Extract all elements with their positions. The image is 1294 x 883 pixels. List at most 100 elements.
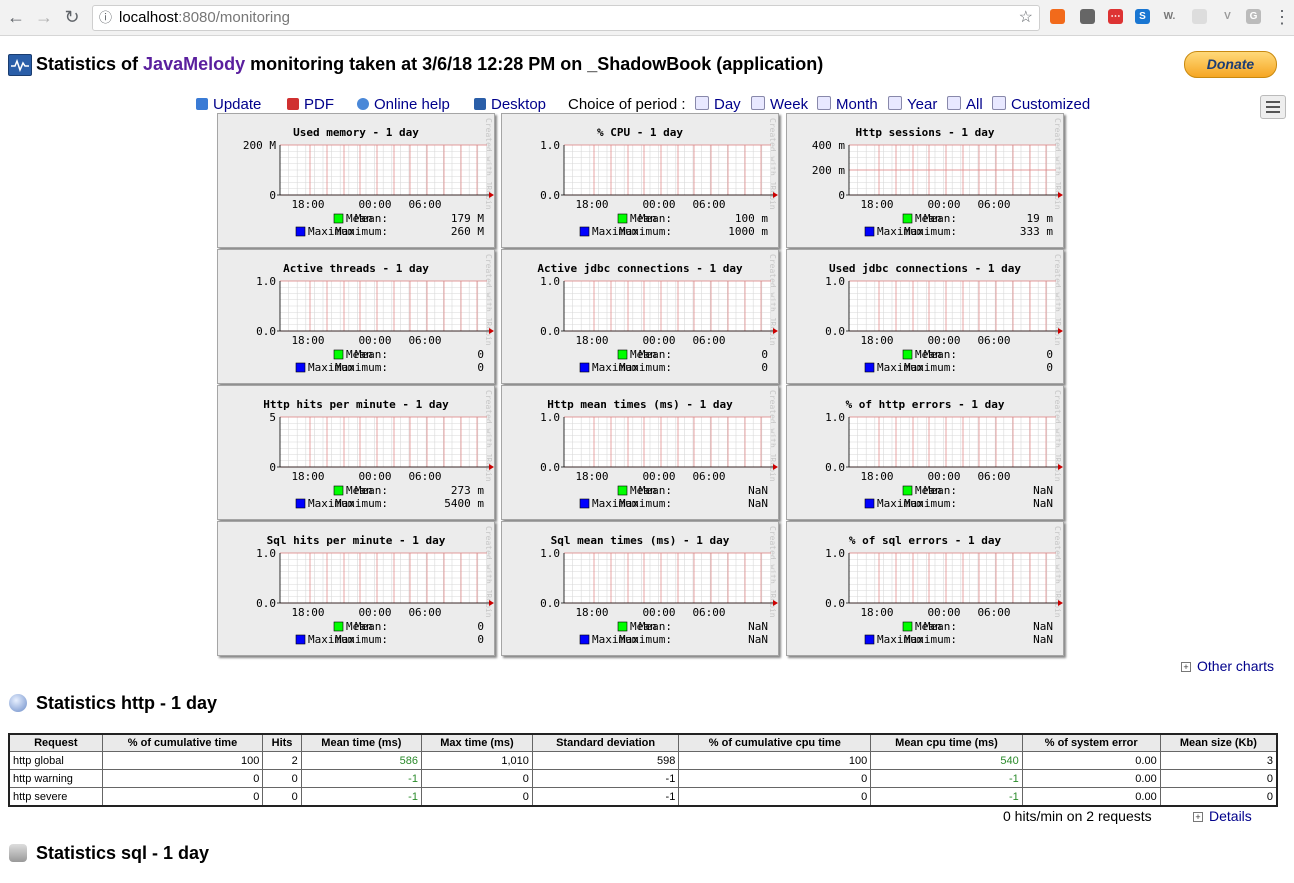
request-name-cell[interactable]: http warning <box>8 769 103 788</box>
extension-icon-2[interactable] <box>1080 9 1095 24</box>
x-tick-label: 00:00 <box>642 198 675 211</box>
legend-stat-value: 1000 m <box>728 225 768 238</box>
table-cell: 0 <box>678 769 872 788</box>
desktop-link[interactable]: Desktop <box>474 96 546 113</box>
extension-icon-8[interactable]: G <box>1246 9 1261 24</box>
legend-stat-label: Mean: <box>924 348 957 361</box>
update-link[interactable]: Update <box>196 96 261 113</box>
x-tick-label: 18:00 <box>860 198 893 211</box>
y-tick-label: 1.0 <box>540 275 560 288</box>
chart-svg: Used memory - 1 day Created with JRobin 20… <box>243 118 494 238</box>
x-tick-label: 00:00 <box>642 334 675 347</box>
chart-panel[interactable]: Http mean times (ms) - 1 day Created with… <box>501 385 779 520</box>
hamburger-menu-icon[interactable] <box>1260 95 1286 119</box>
address-bar[interactable]: ⓘ localhost:8080/monitoring ☆ <box>92 5 1040 31</box>
reload-icon[interactable]: ↻ <box>64 7 80 27</box>
column-header[interactable]: Hits <box>262 733 302 752</box>
pdf-link[interactable]: PDF <box>287 96 334 113</box>
chart-title: Http mean times (ms) - 1 day <box>547 398 733 411</box>
y-tick-label: 0.0 <box>540 461 560 474</box>
legend-stat-value: NaN <box>748 633 768 646</box>
browser-menu-icon[interactable]: ⋮ <box>1273 7 1291 27</box>
y-tick-label: 0.0 <box>256 325 276 338</box>
chart-panel[interactable]: Sql mean times (ms) - 1 day Created with … <box>501 521 779 656</box>
chart-panel[interactable]: Http hits per minute - 1 day Created with… <box>217 385 495 520</box>
chart-panel[interactable]: Sql hits per minute - 1 day Created with … <box>217 521 495 656</box>
legend-stat-label: Mean: <box>355 620 388 633</box>
other-charts-link[interactable]: + Other charts <box>1181 658 1274 674</box>
column-header[interactable]: Max time (ms) <box>420 733 533 752</box>
legend-stat-label: Maximum: <box>619 497 672 510</box>
x-tick-label: 06:00 <box>408 606 441 619</box>
x-tick-label: 18:00 <box>860 606 893 619</box>
period-year-link[interactable]: Year <box>888 96 937 113</box>
extension-icon-5[interactable]: W. <box>1163 11 1176 22</box>
period-customized-link[interactable]: Customized <box>992 96 1090 113</box>
table-cell: 0 <box>1159 787 1278 807</box>
period-week-link[interactable]: Week <box>751 96 808 113</box>
x-tick-label: 18:00 <box>575 470 608 483</box>
bookmark-star-icon[interactable]: ☆ <box>1018 9 1033 26</box>
column-header[interactable]: Mean time (ms) <box>300 733 422 752</box>
chart-svg: Sql mean times (ms) - 1 day Created with … <box>540 526 778 646</box>
chart-panel[interactable]: % of sql errors - 1 day Created with JRob… <box>786 521 1064 656</box>
extension-icon-1[interactable] <box>1050 9 1065 24</box>
column-header[interactable]: % of cumulative time <box>101 733 264 752</box>
column-header[interactable]: Standard deviation <box>531 733 680 752</box>
chart-watermark: Created with JRobin <box>484 254 493 346</box>
table-cell: 0 <box>101 787 264 807</box>
legend-stat-label: Mean: <box>639 212 672 225</box>
x-tick-label: 06:00 <box>692 470 725 483</box>
chart-panel[interactable]: % CPU - 1 day Created with JRobin 1.0 0.0 18… <box>501 113 779 248</box>
chart-panel[interactable]: % of http errors - 1 day Created with JRo… <box>786 385 1064 520</box>
donate-button[interactable]: Donate <box>1184 51 1277 78</box>
chart-panel[interactable]: Http sessions - 1 day Created with JRobin… <box>786 113 1064 248</box>
chart-title: Http sessions - 1 day <box>855 126 994 139</box>
legend-swatch <box>333 485 344 496</box>
x-tick-label: 18:00 <box>575 334 608 347</box>
extension-icon-3[interactable]: ⋯ <box>1108 9 1123 24</box>
legend-stat-value: 0 <box>1046 361 1053 374</box>
forward-icon[interactable]: → <box>35 7 53 27</box>
chart-panel[interactable]: Used jdbc connections - 1 day Created wit… <box>786 249 1064 384</box>
legend-stat-label: Mean: <box>355 348 388 361</box>
chart-panel[interactable]: Active jdbc connections - 1 day Created w… <box>501 249 779 384</box>
calendar-icon <box>888 96 902 110</box>
sql-section-title: Statistics sql - 1 day <box>36 843 210 863</box>
chart-panel[interactable]: Active threads - 1 day Created with JRobi… <box>217 249 495 384</box>
extension-icon-6[interactable] <box>1192 9 1207 24</box>
legend-stat-value: NaN <box>1033 497 1053 510</box>
chart-panel[interactable]: Used memory - 1 day Created with JRobin 20… <box>217 113 495 248</box>
chart-watermark: Created with JRobin <box>1053 390 1062 482</box>
column-header[interactable]: Request <box>8 733 103 752</box>
column-header[interactable]: % of cumulative cpu time <box>678 733 872 752</box>
legend-series-name: Mean <box>915 348 942 361</box>
column-header[interactable]: Mean cpu time (ms) <box>870 733 1023 752</box>
online-help-link[interactable]: Online help <box>357 96 450 113</box>
title-suffix: monitoring taken at 3/6/18 12:28 PM on _… <box>250 54 824 74</box>
period-all-link[interactable]: All <box>947 96 983 113</box>
column-header[interactable]: Mean size (Kb) <box>1159 733 1278 752</box>
request-name-cell[interactable]: http severe <box>8 787 103 807</box>
request-name-cell[interactable]: http global <box>8 751 103 770</box>
extension-icon-4[interactable]: S <box>1135 9 1150 24</box>
legend-swatch <box>579 498 590 509</box>
table-row: http global 100 2 586 1,010 598 100 540 0.00 3 <box>8 751 1278 770</box>
column-header[interactable]: % of system error <box>1021 733 1161 752</box>
back-icon[interactable]: ← <box>7 7 25 27</box>
table-cell: 0 <box>1159 769 1278 788</box>
legend-stat-value: NaN <box>748 497 768 510</box>
legend-stat-value: NaN <box>1033 484 1053 497</box>
title-brand-link[interactable]: JavaMelody <box>143 54 246 74</box>
legend-series-name: Maximum <box>592 225 639 238</box>
period-month-link[interactable]: Month <box>817 96 878 113</box>
hits-summary: 0 hits/min on 2 requests <box>1003 808 1152 824</box>
info-icon[interactable]: ⓘ <box>99 10 113 25</box>
table-cell: 100 <box>678 751 872 770</box>
legend-swatch <box>902 621 913 632</box>
legend-stat-label: Maximum: <box>904 225 957 238</box>
details-link[interactable]: + Details <box>1193 808 1252 824</box>
legend-stat-label: Maximum: <box>335 633 388 646</box>
extension-icon-7[interactable]: V <box>1224 11 1231 22</box>
period-day-link[interactable]: Day <box>695 96 741 113</box>
